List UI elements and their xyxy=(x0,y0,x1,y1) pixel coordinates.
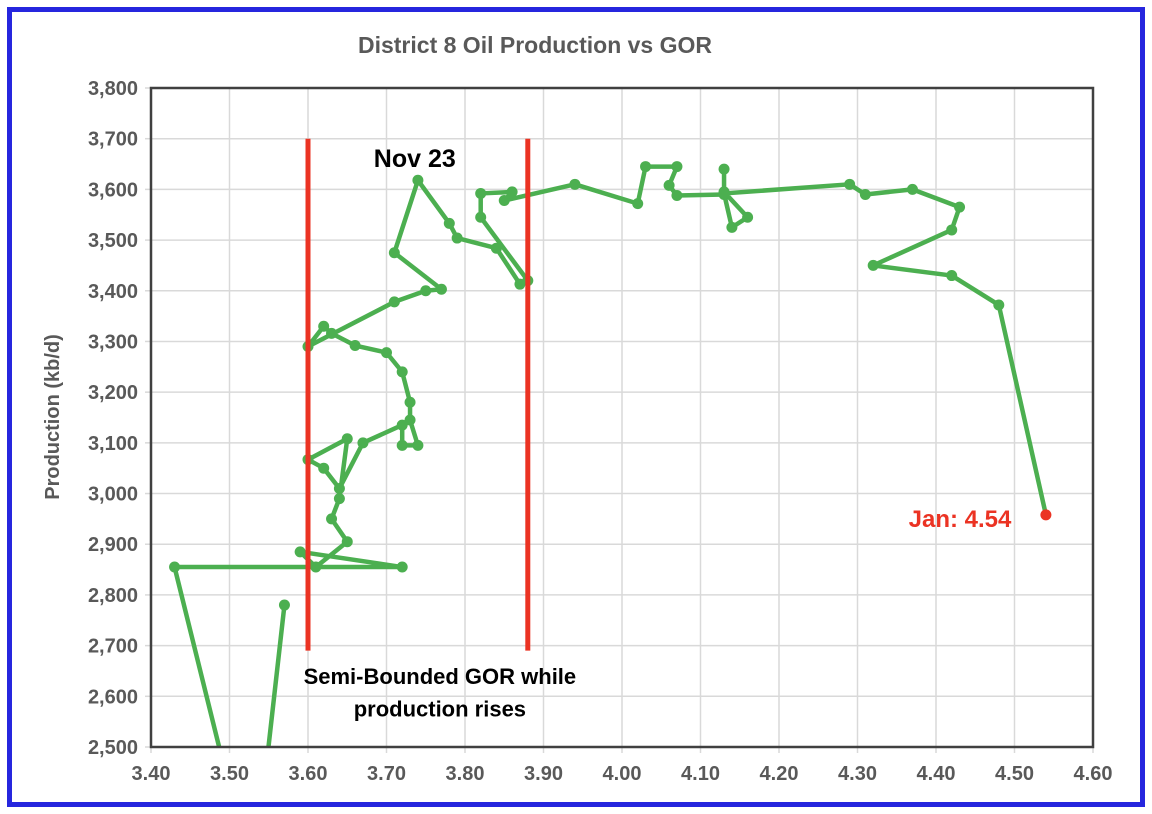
y-tick-label: 2,900 xyxy=(88,534,138,556)
x-tick-label: 4.60 xyxy=(1074,763,1113,785)
y-axis-title: Production (kb/d) xyxy=(42,334,64,500)
gridlines xyxy=(145,87,1094,753)
y-tick-label: 3,700 xyxy=(88,129,138,151)
annotation-nov-23: Nov 23 xyxy=(374,145,456,173)
data-point xyxy=(475,187,487,199)
data-point xyxy=(412,174,424,186)
data-point xyxy=(341,433,353,445)
y-tick-label: 3,400 xyxy=(88,281,138,303)
data-point xyxy=(490,242,502,254)
data-point xyxy=(443,217,455,229)
data-point xyxy=(318,320,330,332)
data-point xyxy=(475,211,487,223)
data-point xyxy=(451,232,463,244)
data-point xyxy=(671,189,683,201)
x-tick-label: 3.70 xyxy=(367,763,406,785)
y-tick-label: 3,300 xyxy=(88,331,138,353)
y-tick-label: 3,100 xyxy=(88,433,138,455)
data-point xyxy=(357,437,369,449)
y-tick-label: 3,800 xyxy=(88,78,138,100)
data-point xyxy=(388,296,400,308)
y-tick-label: 3,000 xyxy=(88,484,138,506)
y-tick-label: 3,600 xyxy=(88,179,138,201)
data-point xyxy=(333,482,345,494)
end-point-jan xyxy=(1040,509,1052,521)
annotation-jan-gor: Jan: 4.54 xyxy=(909,506,1012,533)
x-tick-label: 3.90 xyxy=(524,763,563,785)
data-point xyxy=(498,195,510,207)
data-point xyxy=(396,419,408,431)
data-point xyxy=(326,513,338,525)
data-point xyxy=(718,163,730,175)
x-tick-label: 3.40 xyxy=(132,763,171,785)
y-tick-label: 2,500 xyxy=(88,737,138,759)
x-tick-label: 4.50 xyxy=(995,763,1034,785)
x-tick-label: 4.40 xyxy=(917,763,956,785)
y-tick-label: 2,800 xyxy=(88,585,138,607)
plot-border xyxy=(149,86,1095,749)
series-production-vs-gor-path xyxy=(169,161,1049,747)
data-point xyxy=(671,161,683,173)
data-point xyxy=(341,536,353,548)
data-point xyxy=(412,439,424,451)
x-tick-label: 3.80 xyxy=(446,763,485,785)
data-point xyxy=(435,283,447,295)
data-point xyxy=(318,462,330,474)
tick-labels: 3.40 3.50 3.60 3.70 3.80 3.90 4.00 4.10 4.20 4.30… xyxy=(88,78,1113,785)
data-point xyxy=(396,439,408,451)
annotation-gor-note-line-1: Semi-Bounded GOR while xyxy=(304,664,577,689)
y-tick-label: 3,200 xyxy=(88,382,138,404)
data-point xyxy=(396,366,408,378)
x-tick-label: 3.50 xyxy=(210,763,249,785)
data-point xyxy=(569,178,581,190)
data-point xyxy=(349,340,361,352)
y-tick-label: 2,700 xyxy=(88,636,138,658)
data-point xyxy=(420,285,432,297)
x-tick-label: 4.00 xyxy=(603,763,642,785)
annotation-gor-note-line-2: production rises xyxy=(354,696,526,721)
data-point xyxy=(310,561,322,573)
data-point xyxy=(993,299,1005,311)
data-point xyxy=(169,561,181,573)
data-point xyxy=(844,178,856,190)
data-point xyxy=(396,561,408,573)
data-point xyxy=(326,327,338,339)
data-point xyxy=(726,221,738,233)
chart-title: District 8 Oil Production vs GOR xyxy=(358,32,712,58)
data-point xyxy=(946,224,958,236)
data-point xyxy=(294,546,306,558)
data-point xyxy=(381,347,392,359)
series-line xyxy=(172,164,1049,747)
y-tick-label: 2,600 xyxy=(88,686,138,708)
data-point xyxy=(954,201,966,213)
data-point xyxy=(333,493,345,505)
x-tick-label: 4.30 xyxy=(838,763,877,785)
data-point xyxy=(632,198,644,210)
data-point xyxy=(859,188,871,200)
y-tick-label: 3,500 xyxy=(88,230,138,252)
data-point xyxy=(506,186,518,198)
data-point xyxy=(278,599,290,611)
data-point xyxy=(867,259,879,271)
data-point xyxy=(718,187,730,199)
x-tick-label: 4.20 xyxy=(760,763,799,785)
data-point xyxy=(946,270,958,282)
x-tick-label: 3.60 xyxy=(289,763,328,785)
data-point xyxy=(404,396,416,408)
x-tick-label: 4.10 xyxy=(681,763,720,785)
data-point xyxy=(388,247,400,259)
data-point xyxy=(742,211,754,223)
data-point xyxy=(906,183,918,195)
data-point xyxy=(404,414,416,426)
data-point xyxy=(663,179,675,191)
data-point xyxy=(640,161,652,173)
